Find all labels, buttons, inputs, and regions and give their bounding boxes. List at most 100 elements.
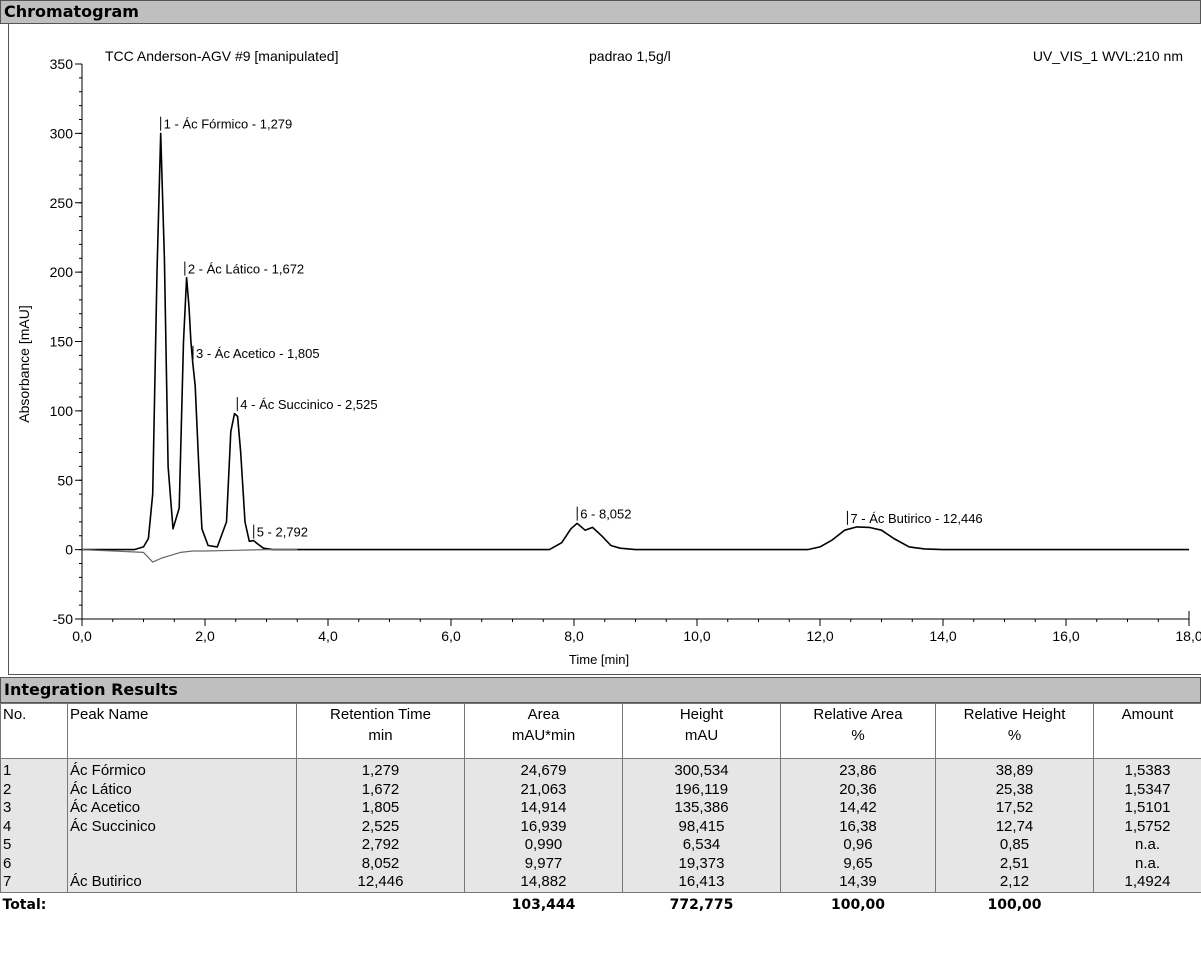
column-header: Relative Height%	[935, 703, 1094, 759]
table-cell: 23,86	[780, 758, 936, 781]
column-header: Amount	[1093, 703, 1201, 759]
table-cell: n.a.	[1093, 854, 1201, 873]
column-header-unit: mAU	[684, 727, 719, 744]
column-header: Relative Area%	[780, 703, 936, 759]
y-tick-label: 0	[65, 542, 73, 558]
table-cell: 1,672	[296, 780, 465, 799]
column-header-title: Area	[527, 706, 560, 723]
table-cell: 14,42	[780, 799, 936, 818]
table-cell: Ác Butirico	[67, 873, 297, 893]
column-header-title: Height	[679, 706, 724, 723]
total-row: Total: 103,444 772,775 100,00 100,00	[0, 892, 1201, 917]
table-row: 4 Ác Succinico 2,525 16,939 98,415 16,38 12,74…	[0, 817, 1201, 836]
x-tick-label: 0,0	[72, 628, 92, 644]
table-cell: 300,534	[622, 758, 781, 781]
peak-label: 5 - 2,792	[257, 525, 308, 540]
chromatogram-trace-1	[82, 132, 1189, 551]
table-cell: Ác Lático	[67, 780, 297, 799]
table-cell	[67, 854, 297, 873]
table-cell: 16,939	[464, 817, 623, 836]
column-header-title: Relative Area	[813, 706, 903, 723]
table-cell: 2,525	[296, 817, 465, 836]
x-tick-label: 18,0	[1175, 628, 1201, 644]
table-cell: 2	[0, 780, 68, 799]
chromatogram-chart: -50 0 50 100 150 200 250 300 350 0,0 2,0 4,0 6,0 8,0 1…	[16, 48, 1201, 667]
table-cell: 6,534	[622, 836, 781, 855]
integration-title: Integration Results	[4, 680, 178, 699]
y-tick-label: 150	[50, 334, 74, 350]
column-header-title: Retention Time	[330, 706, 431, 723]
column-header-title: Peak Name	[70, 706, 149, 723]
column-header-title: No.	[3, 706, 27, 723]
table-cell: 24,679	[464, 758, 623, 781]
table-row: 3 Ác Acetico 1,805 14,914 135,386 14,42 17,52 1…	[0, 799, 1201, 818]
table-cell: 135,386	[622, 799, 781, 818]
chromatogram-chart-frame: -50 0 50 100 150 200 250 300 350 0,0 2,0 4,0 6,0 8,0 1…	[8, 24, 1201, 675]
table-cell: 0,85	[935, 836, 1094, 855]
table-cell: 1,5347	[1093, 780, 1201, 799]
table-cell: 9,977	[464, 854, 623, 873]
peak-label: 1 - Ác Fórmico - 1,279	[164, 117, 293, 132]
table-cell: n.a.	[1093, 836, 1201, 855]
table-row: 1 Ác Fórmico 1,279 24,679 300,534 23,86 38,89 1…	[0, 758, 1201, 781]
table-cell: 16,413	[622, 873, 781, 893]
table-cell: 4	[0, 817, 68, 836]
peak-label: 7 - Ác Butirico - 12,446	[850, 511, 982, 526]
chart-header-standard: padrao 1,5g/l	[589, 48, 671, 64]
y-axis-label: Absorbance [mAU]	[16, 305, 32, 423]
table-cell: Ác Succinico	[67, 817, 297, 836]
table-cell: 20,36	[780, 780, 936, 799]
integration-section-header: Integration Results	[0, 677, 1201, 703]
table-cell: 5	[0, 836, 68, 855]
column-header: Area mAU*min	[464, 703, 623, 759]
table-cell: 2,12	[935, 873, 1094, 893]
table-cell: 12,74	[935, 817, 1094, 836]
table-row: 7 Ác Butirico 12,446 14,882 16,413 14,39 2,12 1…	[0, 873, 1201, 893]
peak-label: 6 - 8,052	[580, 507, 631, 522]
table-cell: 12,446	[296, 873, 465, 893]
table-cell: 6	[0, 854, 68, 873]
table-cell: 14,39	[780, 873, 936, 893]
column-header-unit: %	[1007, 727, 1022, 744]
column-header-unit: %	[851, 727, 865, 744]
y-tick-label: 200	[50, 264, 74, 280]
column-header-title: Amount	[1121, 706, 1174, 723]
x-tick-label: 14,0	[929, 628, 956, 644]
y-tick-label: 350	[50, 56, 74, 72]
table-cell: 0,990	[464, 836, 623, 855]
column-header: Height mAU	[622, 703, 781, 759]
table-cell: 7	[0, 873, 68, 893]
table-cell: 2,51	[935, 854, 1094, 873]
total-relative-height: 100,00	[935, 892, 1094, 917]
peak-label: 4 - Ác Succinico - 2,525	[240, 397, 377, 412]
y-tick-label: 250	[50, 195, 74, 211]
chart-header-sample: TCC Anderson-AGV #9 [manipulated]	[105, 48, 338, 64]
table-cell: 1,5752	[1093, 817, 1201, 836]
chart-header-detector: UV_VIS_1 WVL:210 nm	[1033, 48, 1183, 64]
table-cell: 1,5383	[1093, 758, 1201, 781]
y-tick-label: -50	[53, 611, 73, 627]
total-amount	[1093, 892, 1201, 917]
table-cell: 14,882	[464, 873, 623, 893]
total-area: 103,444	[464, 892, 623, 917]
column-header: No.	[0, 703, 68, 759]
x-tick-label: 16,0	[1052, 628, 1079, 644]
x-tick-label: 6,0	[441, 628, 461, 644]
peak-label: 2 - Ác Lático - 1,672	[188, 262, 304, 277]
x-tick-label: 4,0	[318, 628, 338, 644]
table-cell: 14,914	[464, 799, 623, 818]
chromatogram-title: Chromatogram	[4, 2, 139, 21]
table-cell: 1,5101	[1093, 799, 1201, 818]
total-height: 772,775	[622, 892, 781, 917]
table-cell: 2,792	[296, 836, 465, 855]
table-cell: 98,415	[622, 817, 781, 836]
table-cell: 1,805	[296, 799, 465, 818]
table-cell: 19,373	[622, 854, 781, 873]
column-header-unit: mAU*min	[511, 727, 576, 744]
table-cell: 1,279	[296, 758, 465, 781]
column-header: Retention Time min	[296, 703, 465, 759]
x-axis-label: Time [min]	[569, 652, 629, 667]
x-tick-label: 12,0	[806, 628, 833, 644]
y-tick-label: 300	[50, 125, 74, 141]
table-cell: Ác Fórmico	[67, 758, 297, 781]
